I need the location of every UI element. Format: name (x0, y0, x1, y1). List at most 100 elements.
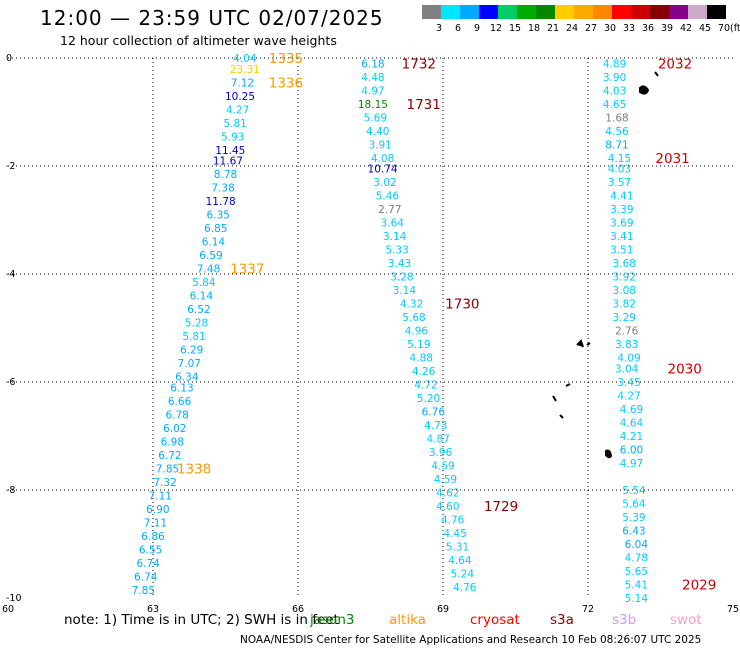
wave-height-value: 6.00 (620, 445, 643, 457)
wave-height-value: 23.31 (230, 64, 260, 76)
wave-height-value: 3.82 (613, 299, 636, 311)
wave-height-value: 11.45 (215, 145, 245, 157)
wave-height-value: 4.76 (441, 515, 465, 527)
wave-height-value: 4.96 (405, 326, 429, 338)
wave-height-value: 1.68 (605, 112, 628, 124)
wave-height-value: 4.15 (608, 153, 631, 165)
wave-height-value: 11.78 (206, 196, 236, 208)
wave-height-value: 18.15 (358, 99, 388, 111)
legend-item-jason3: jason3 (310, 612, 355, 628)
wave-height-value: 6.35 (207, 210, 230, 222)
wave-height-value: 5.54 (622, 485, 646, 497)
pass-time-label: 2029 (682, 578, 716, 594)
wave-height-value: 7.32 (153, 477, 176, 489)
wave-height-value: 5.84 (192, 277, 216, 289)
color-scale-label: 39 (661, 23, 673, 34)
wave-height-value: 5.46 (376, 191, 400, 203)
color-swatch (479, 5, 498, 19)
wave-height-value: 4.40 (366, 126, 389, 138)
wave-height-value: 6.14 (202, 237, 226, 249)
legend-item-altika: altika (389, 612, 426, 628)
wave-height-value: 4.09 (617, 353, 640, 365)
wave-height-value: 4.32 (400, 299, 423, 311)
wave-height-value: 6.04 (625, 539, 649, 551)
wave-height-value: 5.24 (451, 569, 475, 581)
wave-height-value: 6.74 (134, 571, 158, 583)
color-scale-label: 45 (699, 23, 711, 34)
pass-time-label: 1730 (445, 297, 479, 313)
pass-time-label: 1335 (269, 51, 303, 67)
color-swatch (612, 5, 631, 19)
wave-height-value: 4.97 (620, 458, 643, 470)
pass-time-label: 1338 (177, 461, 211, 477)
wave-height-value: 6.98 (161, 436, 184, 448)
wave-height-value: 4.62 (436, 488, 459, 500)
color-scale-label: 70 (718, 23, 730, 34)
wave-height-value: 7.07 (178, 358, 201, 370)
wave-height-value: 6.90 (146, 504, 169, 516)
wave-height-value: 3.68 (613, 258, 636, 270)
track-altika: 4.0423.317.1210.254.275.815.9311.4511.67… (132, 51, 303, 597)
legend-item-cryosat: cryosat (470, 612, 520, 628)
wave-height-value: 6.29 (180, 345, 203, 357)
x-tick-label: 72 (582, 604, 594, 615)
y-tick-label: -10 (6, 593, 22, 604)
wave-height-value: 7.48 (197, 264, 220, 276)
legend-item-s3a: s3a (550, 612, 574, 628)
wave-height-value: 3.04 (615, 364, 639, 376)
x-tick-label: 75 (727, 604, 739, 615)
wave-height-value: 4.41 (610, 191, 633, 203)
wave-height-value: 2.76 (615, 326, 639, 338)
wave-height-value: 6.59 (199, 250, 222, 262)
altimeter-tracks: 4.0423.317.1210.254.275.815.9311.4511.67… (132, 51, 717, 605)
wave-height-value: 4.04 (233, 53, 257, 65)
wave-height-value: 4.27 (226, 104, 249, 116)
color-swatch (631, 5, 650, 19)
y-tick-label: 0 (6, 53, 12, 64)
color-swatch (669, 5, 688, 19)
wave-height-value: 6.85 (204, 223, 227, 235)
wave-height-value: 3.39 (610, 204, 633, 216)
wave-height-value: 5.69 (364, 112, 387, 124)
color-scale-label: 36 (642, 23, 654, 34)
wave-height-value: 4.87 (426, 434, 449, 446)
wave-height-value: 10.25 (225, 91, 255, 103)
wave-height-value: 4.56 (605, 126, 629, 138)
wave-height-value: 4.64 (620, 418, 644, 430)
wave-height-value: 3.43 (388, 258, 411, 270)
legend-item-swot: swot (670, 612, 702, 628)
wave-height-value: 7.85 (132, 585, 155, 597)
wave-height-value: 3.64 (381, 218, 405, 230)
wave-height-value: 4.97 (361, 85, 384, 97)
wave-height-value: 4.27 (617, 391, 640, 403)
wave-height-value: 5.81 (223, 118, 246, 130)
color-scale-label: 33 (623, 23, 635, 34)
wave-height-value: 6.13 (170, 382, 193, 394)
pass-time-label: 2031 (655, 151, 689, 167)
color-scale-label: 21 (547, 23, 559, 34)
wave-height-value: 5.81 (182, 331, 205, 343)
color-swatch (593, 5, 612, 19)
wave-height-value: 5.28 (185, 318, 208, 330)
wave-height-value: 3.08 (613, 285, 636, 297)
wave-height-value: 6.72 (158, 450, 181, 462)
pass-time-label: 1732 (402, 56, 436, 72)
color-scale-label: 24 (566, 23, 578, 34)
wave-height-value: 7.12 (231, 77, 254, 89)
wave-height-value: 5.33 (385, 245, 408, 257)
wave-height-value: 6.86 (141, 531, 165, 543)
wave-height-value: 4.64 (448, 555, 472, 567)
color-scale-label: 42 (680, 23, 692, 34)
wave-height-value: 6.14 (190, 291, 214, 303)
y-tick-label: -4 (6, 269, 15, 280)
legend-item-s3b: s3b (612, 612, 637, 628)
color-swatch (441, 5, 460, 19)
wave-height-value: 4.08 (371, 153, 394, 165)
wave-height-value: 4.69 (620, 404, 643, 416)
color-swatch (536, 5, 555, 19)
y-tick-label: -2 (6, 161, 15, 172)
pass-time-label: 1731 (406, 97, 440, 113)
wave-height-value: 7.11 (144, 517, 167, 529)
footer-credit: NOAA/NESDIS Center for Satellite Applica… (240, 634, 702, 646)
